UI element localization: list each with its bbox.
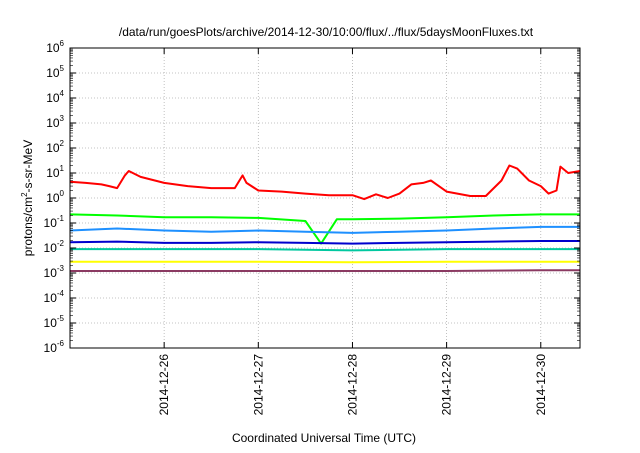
grid [70, 48, 580, 348]
y-tick-label: 100 [46, 189, 64, 205]
y-tick-label: 104 [46, 89, 64, 105]
y-axis-label-rest: -s-sr-MeV [21, 140, 35, 193]
x-tick-label: 2014-12-28 [345, 354, 359, 416]
y-tick-label: 106 [46, 39, 64, 55]
chart-title: /data/run/goesPlots/archive/2014-12-30/1… [119, 25, 534, 39]
x-tick-label: 2014-12-30 [534, 354, 548, 416]
y-tick-label: 105 [46, 64, 64, 80]
y-tick-label: 10-6 [44, 339, 65, 355]
series-line-4 [70, 241, 580, 244]
x-tick-label: 2014-12-29 [440, 354, 454, 416]
y-tick-label: 10-5 [44, 314, 65, 330]
y-tick-label: 10-4 [44, 289, 65, 305]
y-tick-label: 103 [46, 114, 64, 130]
y-axis-label: protons/cm2-s-sr-MeV [20, 140, 35, 256]
series-line-7 [70, 270, 580, 271]
x-tick-label: 2014-12-26 [157, 354, 171, 416]
y-tick-label: 10-1 [44, 214, 65, 230]
y-axis-label-base: protons/cm [21, 197, 35, 256]
y-axis-ticks: 10-6 10-5 10-4 10-3 10-2 10-1 100 101 102 103 104 1… [44, 39, 580, 355]
y-tick-label: 10-3 [44, 264, 65, 280]
series-line-3 [70, 227, 580, 233]
y-tick-label: 10-2 [44, 239, 65, 255]
series-line-5 [70, 249, 580, 250]
series-layer [70, 166, 580, 272]
series-line-1 [70, 166, 580, 200]
x-axis-label: Coordinated Universal Time (UTC) [232, 431, 416, 445]
y-tick-label: 102 [46, 139, 64, 155]
y-tick-label: 101 [46, 164, 64, 180]
x-tick-label: 2014-12-27 [251, 354, 265, 416]
